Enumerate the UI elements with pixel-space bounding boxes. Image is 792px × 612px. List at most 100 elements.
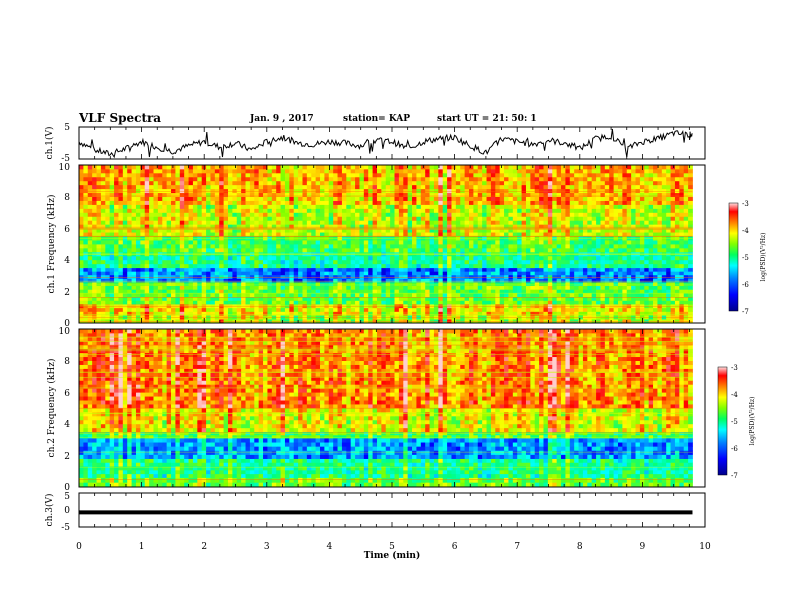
ch1-spec-cell (92, 196, 97, 201)
ch1-spec-cell (425, 192, 430, 197)
ch1-spec-cell (433, 224, 439, 229)
ch1-spec-cell (289, 240, 295, 245)
ch1-spec-cell (674, 311, 680, 316)
ch1-spec-cell (639, 278, 645, 283)
ch1-spec-cell (604, 204, 610, 209)
ch1-spec-cell (499, 220, 505, 225)
ch1-spec-cell (622, 220, 628, 225)
ch1-spec-cell (385, 247, 391, 253)
ch1-spec-cell (486, 240, 492, 245)
ch1-spec-cell (324, 304, 330, 309)
ch1-spec-cell (587, 259, 593, 265)
ch1-spec-cell (469, 232, 474, 237)
ch1-spec-cell (162, 300, 168, 305)
ch1-spec-cell (644, 244, 650, 249)
ch1-spec-cell (263, 255, 268, 261)
ch1-spec-cell (416, 304, 422, 309)
ch1-spec-cell (482, 188, 487, 194)
ch1-spec-cell (587, 274, 593, 279)
ch1-spec-cell (276, 263, 281, 269)
ch1-spec-cell (227, 192, 233, 197)
ch1-spec-cell (214, 292, 220, 298)
ch1-spec-cell (87, 289, 93, 294)
ch1-spec-cell (469, 244, 474, 249)
ch1-spec-cell (639, 224, 645, 229)
ch1-spec-cell (271, 259, 277, 265)
ch1-spec-cell (302, 255, 308, 261)
ch1-spec-cell (425, 292, 430, 298)
ch1-spec-cell (569, 232, 575, 237)
ch1-spec-cell (600, 307, 606, 312)
ch1-spec-cell (429, 271, 435, 276)
ch1-spec-cell (631, 285, 636, 290)
ch1-spec-cell (341, 196, 347, 201)
ch1-spec-cell (648, 204, 654, 209)
ch1-spec-cell (232, 311, 238, 316)
ch1-spec-cell (320, 281, 325, 287)
ch1-spec-cell (469, 247, 474, 253)
ch1-spec-cell (140, 247, 146, 253)
ch1-spec-cell (530, 292, 536, 298)
ch1-spec-cell (394, 204, 400, 209)
ch1-spec-cell (171, 304, 176, 309)
ch1-spec-cell (276, 220, 281, 225)
ch1-spec-cell (280, 200, 286, 205)
ch1-spec-cell (464, 296, 470, 301)
ch1-spec-cell (372, 232, 378, 237)
ch1-spec-cell (83, 247, 89, 253)
ch1-spec-cell (433, 307, 439, 312)
ch1-spec-cell (534, 292, 540, 298)
ch1-spec-cell (140, 228, 146, 233)
ch1-spec-cell (460, 274, 466, 279)
ch1-spec-cell (525, 307, 531, 312)
ch1-spec-cell (517, 244, 522, 249)
ch1-spec-cell (245, 285, 251, 290)
ch1-spec-cell (521, 255, 527, 261)
ch1-spec-cell (561, 278, 566, 283)
ch1-spec-cell (530, 200, 536, 205)
ch1-spec-cell (403, 200, 409, 205)
ch1-spec-cell (341, 259, 347, 265)
ch1-spec-cell (96, 228, 102, 233)
ch1-spec-cell (144, 224, 150, 229)
ch1-spec-cell (214, 220, 220, 225)
ch1-spec-cell (276, 204, 281, 209)
ch1-spec-cell (166, 232, 172, 237)
ch1-spec-cell (622, 271, 628, 276)
ch1-spec-cell (635, 228, 641, 233)
ch1-spec-cell (477, 292, 483, 298)
ch1-spec-cell (600, 204, 606, 209)
ch1-spec-cell (363, 255, 369, 261)
ch1-spec-cell (376, 278, 382, 283)
ch1-spec-cell (490, 208, 496, 213)
ch1-spec-cell (87, 278, 93, 283)
ch1-spec-cell (184, 255, 189, 261)
ch1-spec-cell (574, 311, 579, 316)
ch1-spec-cell (87, 224, 93, 229)
ch1-spec-cell (311, 212, 317, 217)
ch1-spec-cell (135, 232, 141, 237)
ch1-spec-cell (512, 274, 518, 279)
ch1-spec-cell (320, 267, 325, 272)
ch1-spec-cell (420, 200, 426, 205)
ch1-spec-cell (596, 216, 601, 221)
ch1-spec-cell (210, 208, 216, 213)
ch1-spec-cell (631, 216, 636, 221)
ch1-spec-cell (451, 216, 457, 221)
ch1-spec-cell (258, 311, 264, 316)
ch1-spec-cell (604, 224, 610, 229)
ch1-spec-cell (613, 296, 619, 301)
ch1-spec-cell (293, 278, 299, 283)
ch1-spec-cell (582, 296, 588, 301)
ch1-spec-cell (245, 212, 251, 217)
ch1-spec-cell (153, 196, 159, 201)
ch1-spec-cell (657, 255, 663, 261)
ch1-spec-cell (223, 289, 229, 294)
ch1-spec-cell (153, 285, 159, 290)
ch1-spec-cell (569, 263, 575, 269)
ch1-spec-cell (302, 274, 308, 279)
ch1-spec-cell (574, 289, 579, 294)
ch1-spec-cell (328, 192, 334, 197)
ch1-spec-cell (438, 224, 444, 229)
ch1-spec-cell (596, 244, 601, 249)
